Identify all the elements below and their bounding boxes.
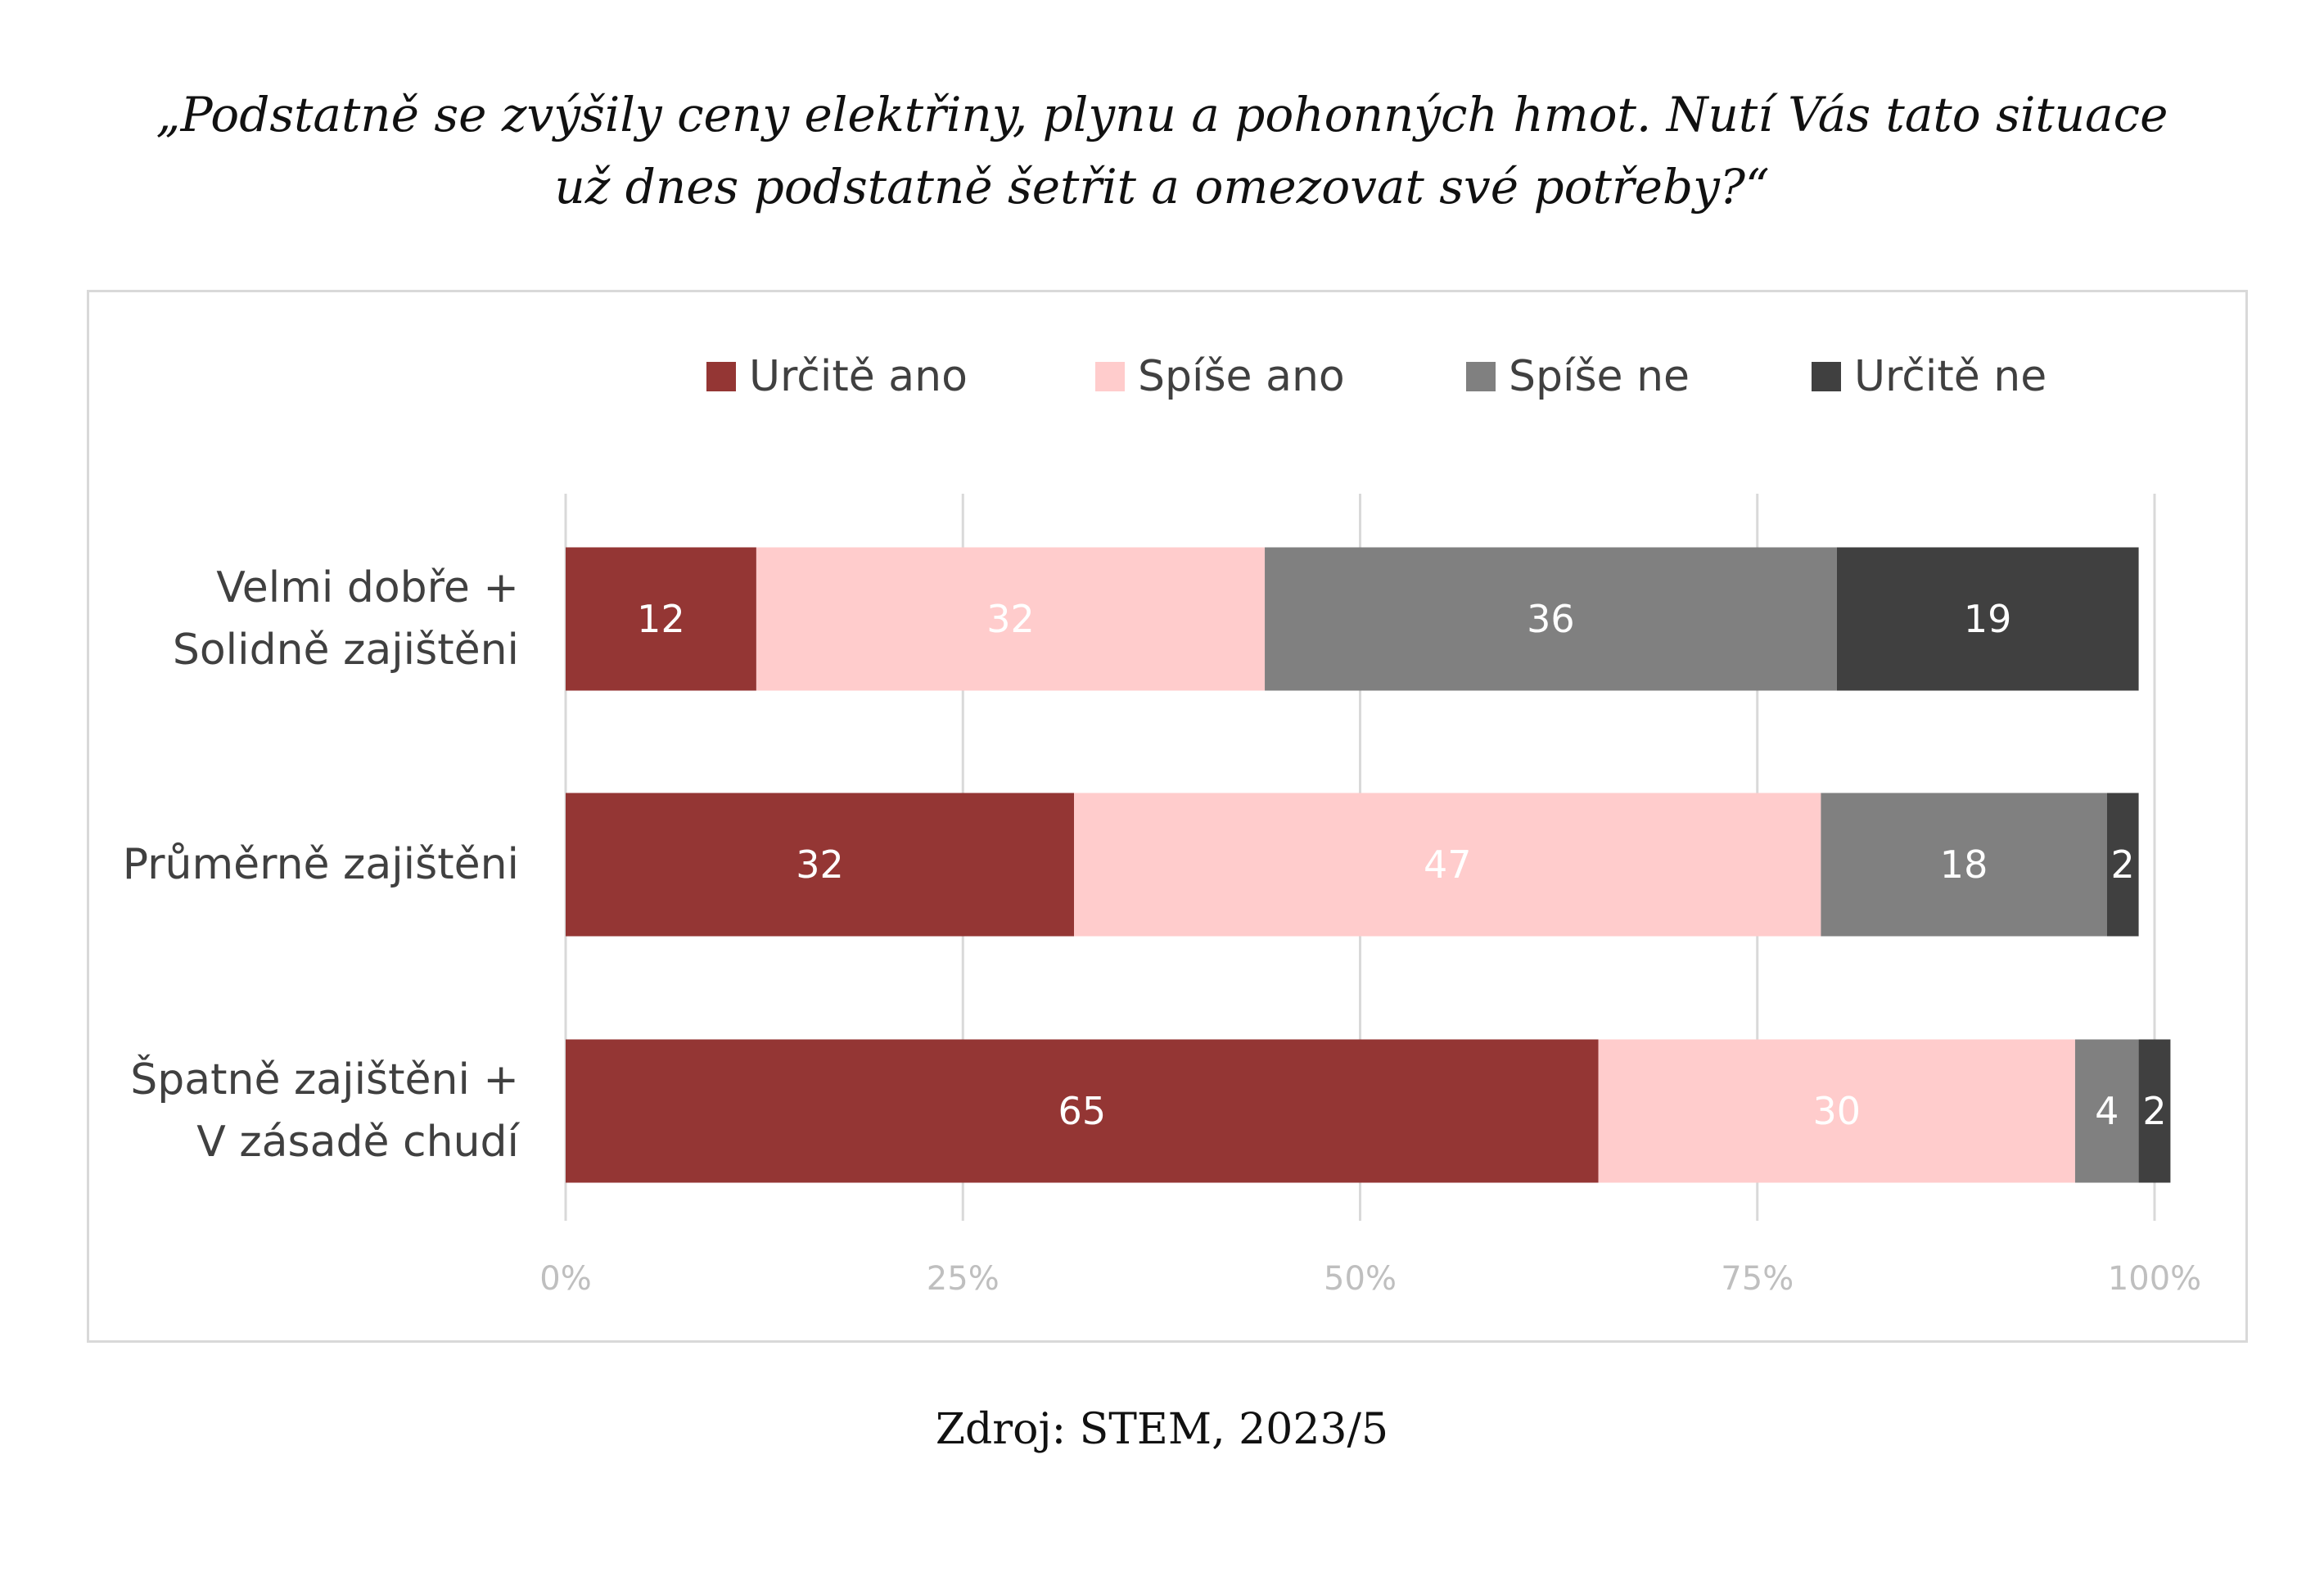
data-label: 19 xyxy=(1964,597,2012,641)
x-tick-label: 0% xyxy=(539,1260,591,1298)
data-label: 4 xyxy=(2095,1089,2119,1133)
source-note: Zdroj: STEM, 2023/5 xyxy=(935,1405,1389,1454)
data-label: 47 xyxy=(1424,842,1472,887)
chart-frame: 0% 25% 50% 75% 100% 12 32 36 19 Velmi dobře + Soli… xyxy=(87,290,2248,1343)
bar-segment xyxy=(1265,547,1837,691)
data-label: 2 xyxy=(2111,842,2135,887)
legend-swatch xyxy=(1466,362,1496,391)
legend-label: Určitě ano xyxy=(749,352,968,401)
legend-swatch xyxy=(1812,362,1841,391)
data-label: 32 xyxy=(796,842,844,887)
legend-swatch xyxy=(1095,362,1125,391)
stacked-bar-chart: 0% 25% 50% 75% 100% 12 32 36 19 Velmi dobře + Soli… xyxy=(123,352,2201,1298)
data-label: 65 xyxy=(1058,1089,1107,1133)
x-tick-label: 25% xyxy=(927,1260,1000,1298)
legend-label: Spíše ano xyxy=(1138,352,1345,401)
category-label: Velmi dobře + xyxy=(216,563,519,612)
x-tick-label: 50% xyxy=(1324,1260,1397,1298)
bar-segment xyxy=(2138,1039,2171,1183)
legend-swatch xyxy=(706,362,736,391)
bar-segment xyxy=(1836,547,2139,691)
x-tick-label: 100% xyxy=(2108,1260,2201,1298)
chart-title: „Podstatně se zvýšily ceny elektřiny, pl… xyxy=(0,79,2324,223)
legend-label: Určitě ne xyxy=(1854,352,2046,401)
bar-segment xyxy=(566,547,756,691)
category-label: Solidně zajištěni xyxy=(173,626,519,675)
bar-segment xyxy=(2106,793,2139,937)
bar-segment xyxy=(1598,1039,2075,1183)
bar-segment xyxy=(2074,1039,2139,1183)
x-tick-label: 75% xyxy=(1721,1260,1794,1298)
data-label: 30 xyxy=(1813,1089,1861,1133)
category-label: Špatně zajištěni + xyxy=(130,1054,519,1104)
title-line-1: „Podstatně se zvýšily ceny elektřiny, pl… xyxy=(156,87,2168,142)
bar-segment xyxy=(566,1039,1599,1183)
data-label: 18 xyxy=(1940,842,1988,887)
bar-segment xyxy=(1821,793,2107,937)
data-label: 2 xyxy=(2142,1089,2166,1133)
title-line-2: už dnes podstatně šetřit a omezovat své … xyxy=(554,159,1770,215)
legend-label: Spíše ne xyxy=(1509,352,1690,401)
category-label: Průměrně zajištěni xyxy=(123,840,519,889)
category-label: V zásadě chudí xyxy=(196,1118,520,1167)
data-label: 32 xyxy=(986,597,1035,641)
data-label: 12 xyxy=(637,597,685,641)
bar-segment xyxy=(1074,793,1821,937)
data-label: 36 xyxy=(1527,597,1575,641)
bar-segment xyxy=(566,793,1075,937)
bar-segment xyxy=(756,547,1266,691)
